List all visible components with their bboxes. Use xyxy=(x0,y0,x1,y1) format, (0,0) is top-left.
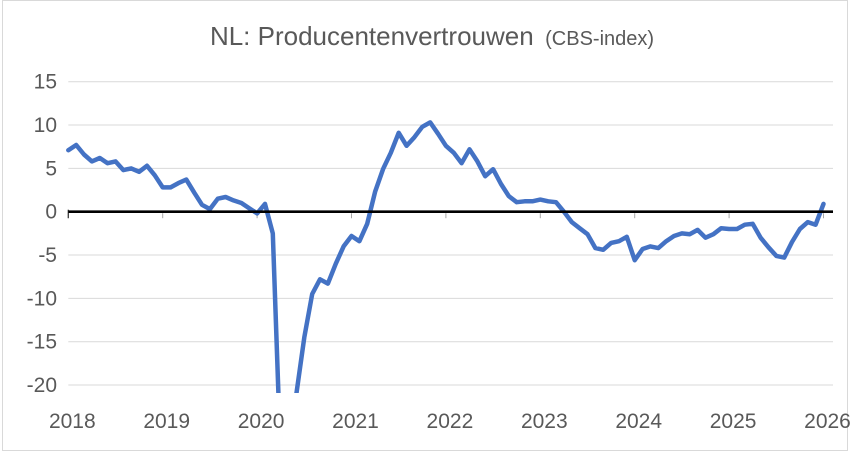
chart-title-main: NL: Producentenvertrouwen xyxy=(210,21,534,51)
x-tick-label: 2023 xyxy=(521,410,568,433)
y-tick-label: -5 xyxy=(38,244,57,267)
y-tick-label: -15 xyxy=(27,331,57,354)
x-tick-label: 2018 xyxy=(49,410,96,433)
x-tick-label: 2026 xyxy=(804,410,851,433)
chart-title-suffix: (CBS-index) xyxy=(545,28,654,50)
y-tick-label: -10 xyxy=(27,287,57,310)
x-tick-label: 2021 xyxy=(332,410,379,433)
y-tick-label: -20 xyxy=(27,374,57,397)
data-line xyxy=(66,120,826,393)
x-tick-label: 2022 xyxy=(427,410,474,433)
x-tick-label: 2025 xyxy=(710,410,757,433)
x-tick-label: 2024 xyxy=(615,410,662,433)
x-tick-label: 2019 xyxy=(143,410,190,433)
y-tick-label: 0 xyxy=(45,201,57,224)
y-tick-label: 5 xyxy=(45,157,57,180)
y-tick-label: 15 xyxy=(34,71,57,94)
y-tick-label: 10 xyxy=(34,114,57,137)
chart-title: NL: Producentenvertrouwen (CBS-index) xyxy=(210,21,654,51)
x-tick-label: 2020 xyxy=(238,410,285,433)
